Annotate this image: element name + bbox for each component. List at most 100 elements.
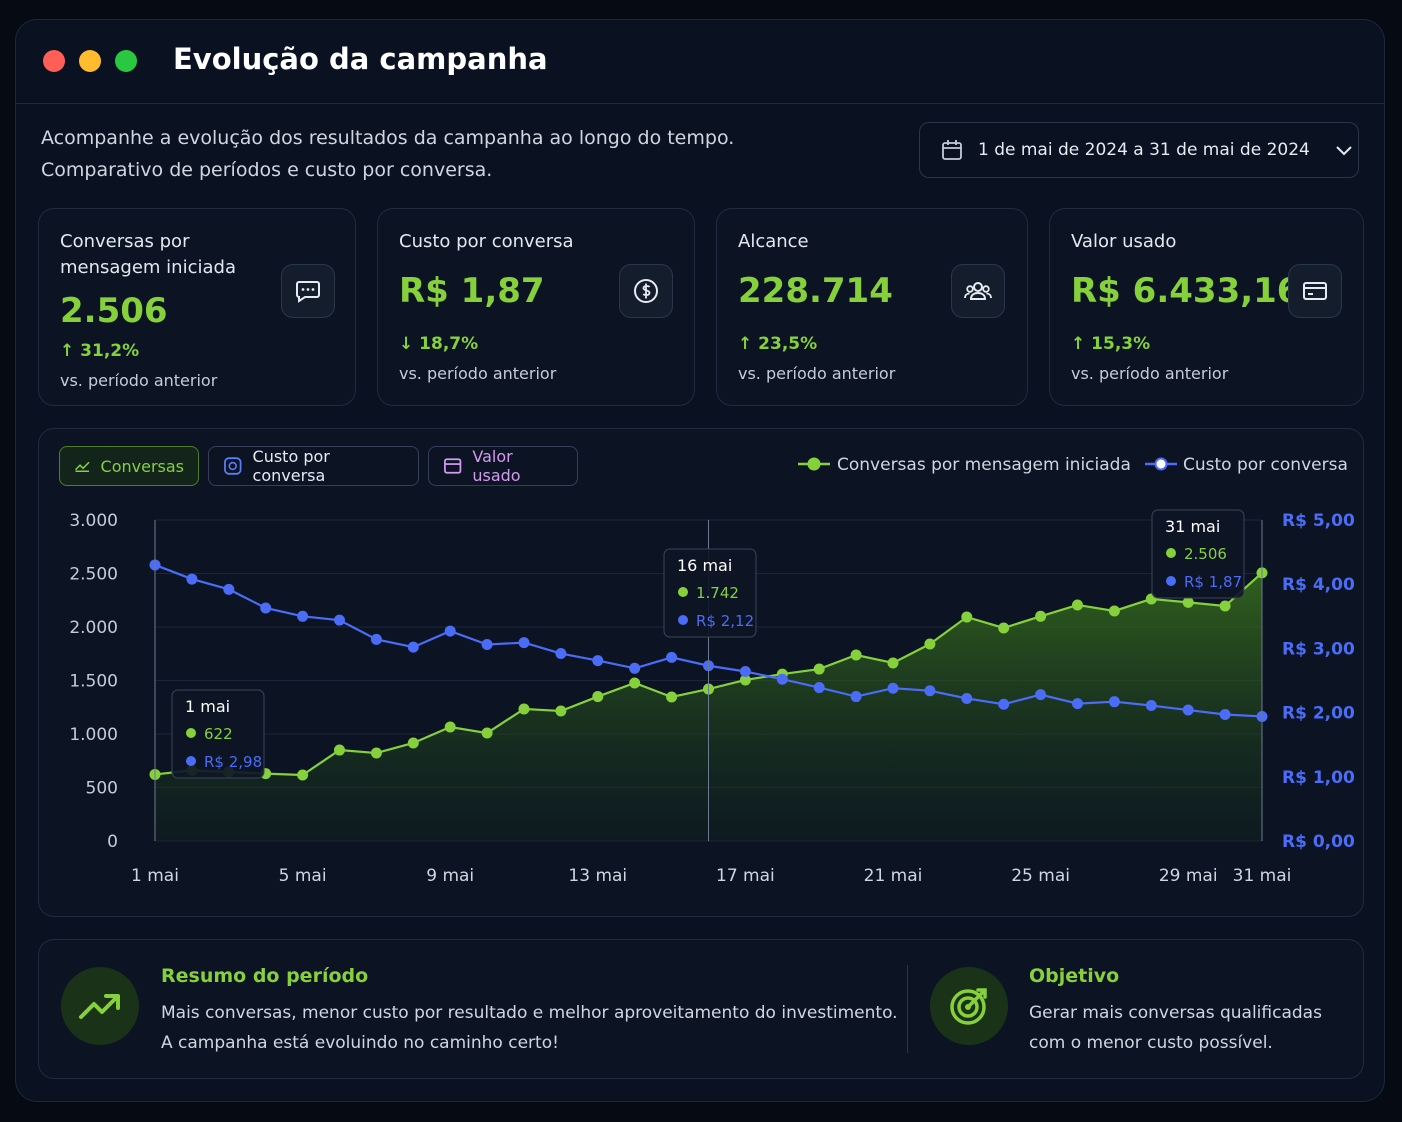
summary-title: Objetivo <box>1029 965 1120 987</box>
x-tick-label: 9 mai <box>426 866 474 886</box>
tooltip-value: R$ 2,12 <box>696 612 754 630</box>
y2-tick-label: R$ 5,00 <box>1282 511 1355 531</box>
kpi-card: Alcance 228.714 ↑ 23,5% vs. período ante… <box>716 208 1028 406</box>
point <box>334 744 345 756</box>
divider <box>907 965 908 1053</box>
x-tick-label: 5 mai <box>279 866 327 886</box>
point <box>813 663 825 675</box>
point <box>223 583 235 595</box>
tab[interactable]: Valor usado <box>428 446 578 486</box>
summary-text: Mais conversas, menor custo por resultad… <box>161 1003 898 1023</box>
point <box>518 637 530 649</box>
legend-label: Custo por conversa <box>1183 455 1348 475</box>
x-tick-label: 1 mai <box>131 866 179 886</box>
point <box>887 657 899 669</box>
tab-label: Conversas <box>100 456 184 476</box>
tooltip-title: 31 mai <box>1165 517 1220 536</box>
point <box>518 703 530 715</box>
y-tick-label: 500 <box>86 779 118 799</box>
tooltip <box>1151 509 1245 599</box>
y-tick-label: 3.000 <box>69 511 118 531</box>
y-tick-label: 1.000 <box>69 725 118 745</box>
kpi-change: ↑ 23,5% <box>738 334 818 354</box>
window-title: Evolução da campanha <box>173 42 548 76</box>
maximize-button[interactable] <box>115 50 137 72</box>
chevron <box>1336 146 1352 156</box>
point <box>407 641 419 653</box>
y2-tick-label: R$ 2,00 <box>1282 704 1355 724</box>
summary-text: com o menor custo possível. <box>1029 1033 1273 1053</box>
point <box>961 611 973 623</box>
tooltip <box>171 689 265 779</box>
tooltip-title: 1 mai <box>185 697 230 716</box>
tooltip-value: 1.742 <box>696 584 739 602</box>
point <box>1219 709 1231 721</box>
legend-label: Conversas por mensagem iniciada <box>837 455 1131 475</box>
kpi-comparison: vs. período anterior <box>1071 364 1229 383</box>
y2-tick-label: R$ 3,00 <box>1282 639 1355 659</box>
summary-title: Resumo do período <box>161 965 369 987</box>
point <box>998 622 1010 634</box>
point <box>1035 610 1047 622</box>
point <box>1108 696 1120 708</box>
point <box>444 625 456 637</box>
tooltip-dot <box>186 756 196 766</box>
tooltip-dot <box>678 587 688 597</box>
point <box>1035 689 1047 701</box>
tooltip-dot <box>678 615 688 625</box>
point <box>813 682 825 694</box>
point <box>1145 700 1157 712</box>
point <box>666 691 678 703</box>
point <box>629 662 641 674</box>
point <box>887 682 899 694</box>
tab[interactable]: Conversas <box>59 446 199 486</box>
tooltip-value: R$ 1,87 <box>1184 573 1242 591</box>
point <box>924 685 936 697</box>
point <box>924 638 936 650</box>
point <box>1072 599 1083 611</box>
point <box>481 639 493 651</box>
divider <box>16 103 1384 104</box>
tab-label: Custo por conversa <box>252 447 330 485</box>
point <box>444 721 456 733</box>
point <box>961 692 973 704</box>
x-tick-label: 25 mai <box>1011 866 1070 886</box>
tooltip-value: R$ 2,98 <box>204 753 262 771</box>
date-picker[interactable]: 1 de mai de 2024 a 31 de mai de 2024 <box>919 122 1359 178</box>
kpi-value: R$ 1,87 <box>399 271 545 311</box>
y-tick-label: 1.500 <box>69 672 118 692</box>
tab[interactable]: Custo por conversa <box>208 446 419 486</box>
x-tick-label: 17 mai <box>716 866 775 886</box>
point <box>370 633 382 645</box>
kpi-value: 228.714 <box>738 271 893 311</box>
point <box>370 747 382 759</box>
point <box>407 737 419 749</box>
point <box>629 677 641 689</box>
point <box>998 698 1010 710</box>
point <box>297 610 309 622</box>
tooltip-title: 16 mai <box>677 556 732 575</box>
minimize-button[interactable] <box>79 50 101 72</box>
point <box>555 648 567 660</box>
kpi-change: ↑ 31,2% <box>60 341 140 361</box>
target-icon <box>930 967 1008 1045</box>
description: Acompanhe a evolução dos resultados da c… <box>41 127 735 149</box>
point <box>592 655 604 667</box>
point <box>481 727 493 739</box>
summary-card: Resumo do período Mais conversas, menor … <box>38 939 1364 1079</box>
kpi-change: ↓ 18,7% <box>399 334 479 354</box>
tooltip-value: 2.506 <box>1184 545 1227 563</box>
trend-icon <box>61 967 139 1045</box>
close-button[interactable] <box>43 50 65 72</box>
tooltip-dot <box>186 728 196 738</box>
summary-text: A campanha está evoluindo no caminho cer… <box>161 1033 559 1053</box>
calendar-icon <box>942 140 962 160</box>
point <box>850 691 862 703</box>
point <box>739 674 751 686</box>
legend-marker <box>807 457 821 471</box>
y2-tick-label: R$ 0,00 <box>1282 832 1355 852</box>
point <box>334 614 345 626</box>
point <box>592 691 604 703</box>
